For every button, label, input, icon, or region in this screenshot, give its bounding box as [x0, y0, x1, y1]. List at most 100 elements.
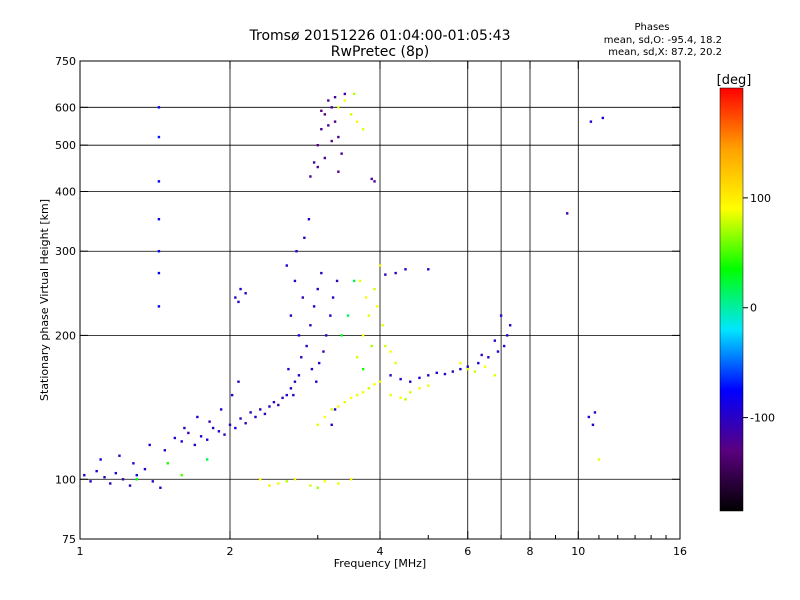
- data-point-o: [249, 411, 252, 414]
- data-point-o: [132, 462, 135, 465]
- x-tick-label: 4: [377, 545, 384, 558]
- data-point-o: [109, 482, 112, 485]
- x-tick-label: 6: [464, 545, 471, 558]
- data-point-o: [427, 268, 430, 271]
- data-point-o: [327, 99, 330, 102]
- data-point-o: [333, 120, 337, 123]
- phases-o-stats: mean, sd,O: -95.4, 18.2: [604, 35, 722, 46]
- data-point-o: [99, 458, 102, 461]
- data-point-x: [337, 106, 340, 109]
- data-point-x: [399, 396, 402, 400]
- data-point-o: [591, 423, 595, 427]
- data-point-x: [367, 314, 371, 317]
- data-point-x: [349, 396, 353, 400]
- data-point-o: [343, 92, 347, 96]
- data-point-o: [268, 405, 271, 408]
- data-point-x: [361, 367, 365, 371]
- data-point-o: [301, 296, 305, 299]
- data-point-x: [493, 374, 497, 377]
- phases-title: Phases: [634, 22, 669, 33]
- data-point-x: [355, 356, 359, 359]
- data-point-o: [285, 393, 288, 397]
- y-tick-label: 500: [55, 139, 76, 152]
- data-point-o: [333, 408, 337, 411]
- data-point-o: [293, 279, 297, 283]
- data-point-o: [508, 324, 512, 327]
- data-point-x: [268, 484, 271, 487]
- data-points: [83, 92, 605, 489]
- data-point-o: [480, 353, 483, 357]
- data-point-o: [211, 426, 215, 430]
- data-point-o: [320, 271, 323, 275]
- data-point-x: [352, 92, 356, 96]
- y-tick-label: 100: [55, 473, 76, 486]
- data-point-o: [593, 411, 597, 414]
- data-point-o: [234, 426, 237, 430]
- data-point-x: [330, 408, 333, 411]
- data-point-o: [427, 374, 430, 377]
- data-point-o: [157, 135, 161, 139]
- y-tick-label: 600: [55, 101, 76, 114]
- data-point-o: [312, 305, 316, 308]
- y-axis-ticks: 75 100 200 300 400 500 600 750: [55, 55, 680, 546]
- data-point-x: [378, 264, 382, 267]
- data-point-x: [459, 361, 462, 365]
- data-point-o: [451, 370, 455, 373]
- data-point-o: [300, 356, 303, 359]
- data-point-o: [443, 372, 447, 376]
- data-point-x: [427, 384, 430, 387]
- data-point-o: [228, 423, 232, 427]
- data-point-x: [180, 473, 183, 477]
- data-point-o: [187, 431, 190, 435]
- data-point-x: [373, 287, 376, 291]
- data-point-x: [349, 113, 353, 116]
- chart-subtitle: RwPretec (8p): [331, 44, 429, 60]
- data-point-o: [310, 367, 314, 371]
- data-point-o: [157, 305, 161, 308]
- data-point-o: [208, 420, 211, 423]
- data-point-o: [114, 471, 118, 475]
- data-point-o: [335, 279, 339, 283]
- data-point-x: [355, 120, 359, 123]
- data-point-x: [346, 314, 350, 317]
- data-point-o: [487, 356, 490, 359]
- data-point-x: [293, 478, 297, 481]
- data-point-x: [364, 296, 368, 299]
- data-point-o: [157, 106, 161, 109]
- data-point-o: [277, 403, 280, 407]
- data-point-o: [316, 165, 319, 169]
- data-point-o: [323, 156, 327, 160]
- grid-lines: [80, 61, 680, 539]
- colorbar-label: [deg]: [717, 73, 752, 88]
- data-point-x: [349, 478, 353, 481]
- data-point-x: [378, 380, 382, 383]
- data-point-x: [473, 370, 477, 373]
- data-point-o: [128, 484, 132, 487]
- data-point-o: [499, 314, 503, 317]
- data-point-o: [285, 264, 288, 267]
- x-axis-ticks: 1 2 4 6 8 10 16: [77, 61, 687, 558]
- data-point-o: [196, 415, 199, 419]
- data-point-x: [323, 480, 327, 483]
- data-point-o: [309, 175, 312, 178]
- data-point-o: [337, 135, 340, 139]
- data-point-o: [292, 393, 295, 397]
- data-point-o: [289, 387, 293, 390]
- data-point-o: [307, 218, 311, 221]
- data-point-o: [317, 361, 321, 365]
- data-point-o: [205, 438, 209, 441]
- data-point-x: [381, 324, 384, 327]
- data-point-o: [244, 422, 247, 425]
- data-point-o: [477, 361, 480, 365]
- y-tick-label: 400: [55, 185, 76, 198]
- data-point-o: [330, 423, 333, 427]
- data-point-o: [217, 430, 221, 433]
- data-point-o: [103, 476, 106, 479]
- data-point-o: [333, 95, 337, 99]
- data-point-x: [597, 458, 601, 461]
- data-point-o: [373, 180, 376, 183]
- colorbar-tick-label: 0: [750, 302, 757, 315]
- data-point-o: [337, 170, 340, 173]
- data-point-o: [272, 400, 276, 404]
